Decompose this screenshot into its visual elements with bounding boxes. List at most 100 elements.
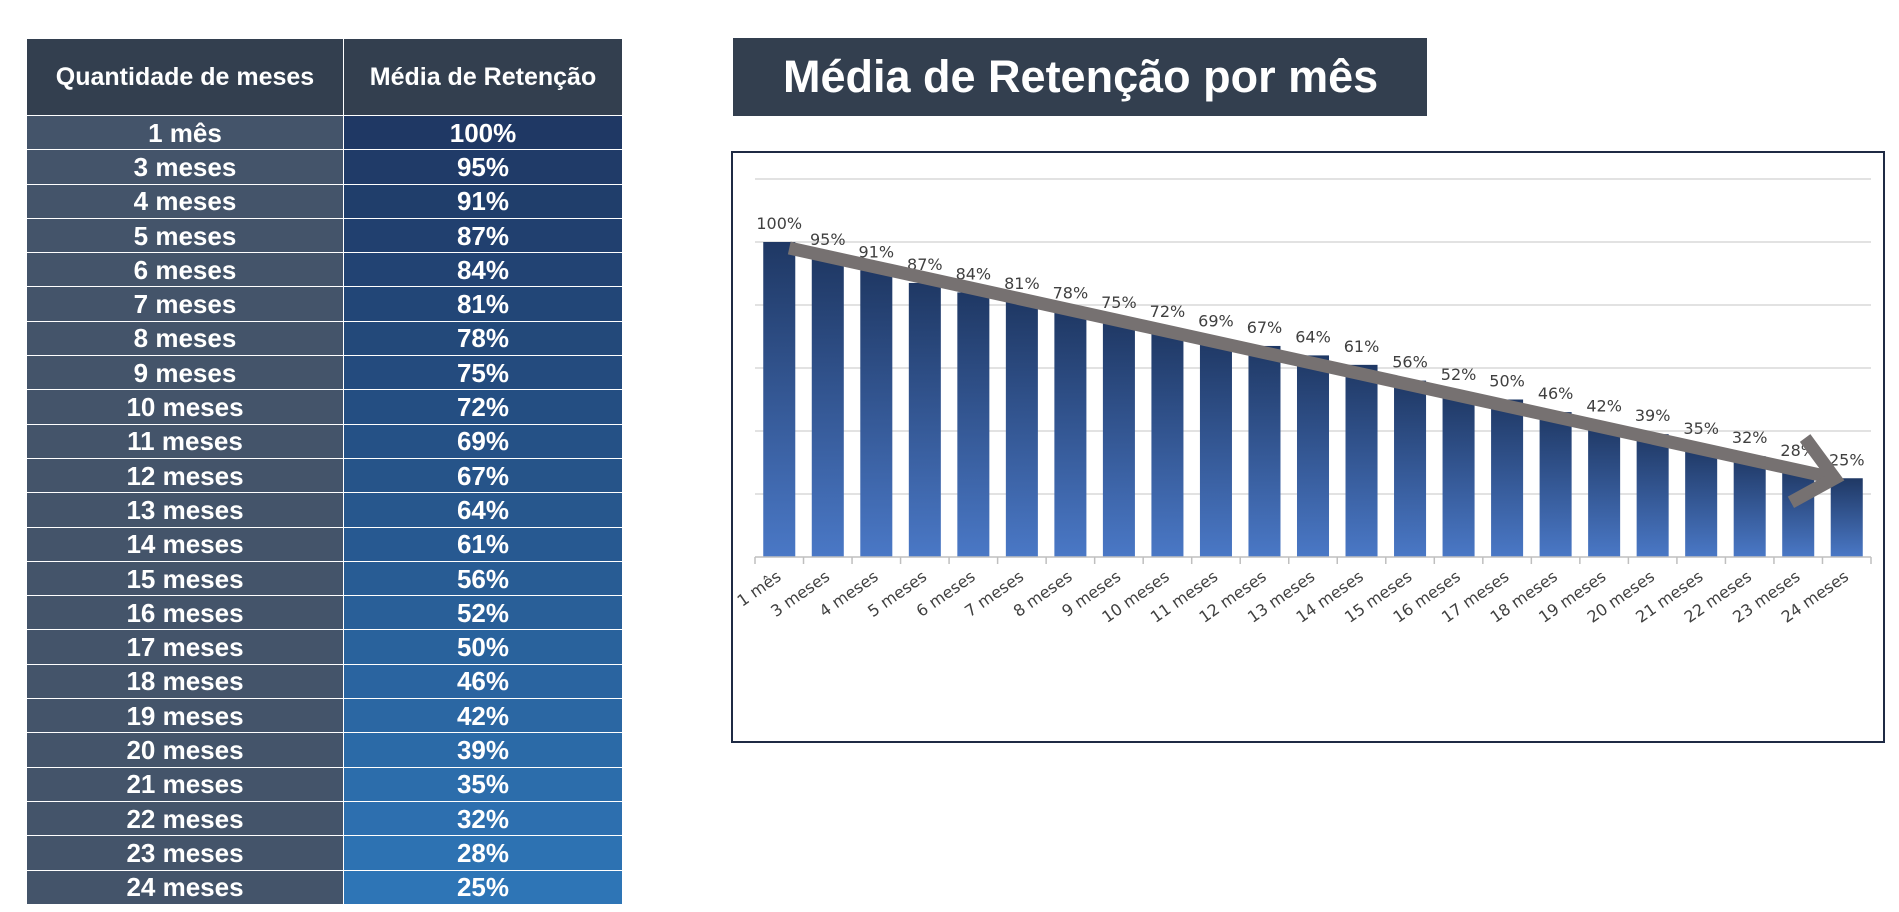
retention-cell: 75% bbox=[343, 355, 623, 391]
table-row: 21 meses 35% bbox=[26, 766, 623, 802]
retention-cell: 69% bbox=[343, 423, 623, 459]
data-label: 67% bbox=[1247, 318, 1283, 337]
data-label: 50% bbox=[1489, 372, 1525, 391]
retention-cell: 78% bbox=[343, 320, 623, 357]
table-body: 1 mês 100% 3 meses 95% 4 meses 91% 5 meses 87% 6… bbox=[26, 114, 623, 905]
data-label: 81% bbox=[1004, 274, 1040, 293]
table-row: 23 meses 28% bbox=[26, 835, 623, 871]
retention-cell: 61% bbox=[343, 526, 623, 562]
bars bbox=[763, 242, 1863, 557]
bar bbox=[1248, 345, 1281, 557]
bar bbox=[1345, 364, 1378, 557]
bar bbox=[763, 242, 796, 557]
retention-cell: 100% bbox=[343, 114, 623, 151]
data-label: 35% bbox=[1683, 419, 1719, 438]
month-cell: 11 meses bbox=[26, 423, 344, 459]
bar bbox=[1733, 456, 1766, 557]
data-label: 84% bbox=[956, 264, 992, 283]
bar bbox=[1442, 393, 1475, 557]
month-cell: 16 meses bbox=[26, 595, 344, 631]
data-label: 72% bbox=[1150, 302, 1186, 321]
month-cell: 10 meses bbox=[26, 389, 344, 425]
chart-frame: 100% 95% 91% 87% 84% 81% 78% 75% 72% 69% 67% 64% 61%… bbox=[731, 151, 1885, 743]
bar bbox=[1296, 355, 1330, 557]
data-label: 75% bbox=[1101, 293, 1137, 312]
bar bbox=[1199, 339, 1232, 557]
header-months: Quantidade de meses bbox=[26, 38, 344, 116]
data-label: 52% bbox=[1441, 365, 1477, 384]
retention-cell: 84% bbox=[343, 252, 623, 288]
data-label: 87% bbox=[907, 255, 943, 274]
bar bbox=[811, 257, 844, 557]
bar bbox=[1636, 434, 1669, 557]
table-row: 3 meses 95% bbox=[26, 149, 623, 185]
table-row: 19 meses 42% bbox=[26, 698, 623, 734]
bar bbox=[957, 292, 990, 557]
table-row: 11 meses 69% bbox=[26, 423, 623, 459]
month-cell: 15 meses bbox=[26, 560, 344, 597]
month-cell: 8 meses bbox=[26, 320, 344, 357]
data-label: 78% bbox=[1053, 283, 1089, 302]
table-header-row: Quantidade de meses Média de Retenção bbox=[26, 38, 623, 116]
data-label: 95% bbox=[810, 230, 846, 249]
data-labels: 100% 95% 91% 87% 84% 81% 78% 75% 72% 69% 67% 64% 61%… bbox=[756, 214, 1864, 469]
retention-cell: 25% bbox=[343, 869, 623, 905]
bar bbox=[1782, 468, 1815, 557]
data-label: 91% bbox=[859, 242, 895, 261]
trend-arrow-head bbox=[1787, 434, 1845, 509]
retention-cell: 42% bbox=[343, 698, 623, 734]
month-cell: 1 mês bbox=[26, 114, 344, 151]
month-cell: 22 meses bbox=[26, 800, 344, 837]
month-cell: 13 meses bbox=[26, 492, 344, 528]
table-row: 5 meses 87% bbox=[26, 217, 623, 254]
data-label: 46% bbox=[1538, 384, 1574, 403]
bar bbox=[1054, 311, 1087, 557]
month-cell: 7 meses bbox=[26, 286, 344, 322]
table-row: 13 meses 64% bbox=[26, 492, 623, 528]
table-row: 9 meses 75% bbox=[26, 355, 623, 391]
table-row: 1 mês 100% bbox=[26, 114, 623, 151]
table-row: 6 meses 84% bbox=[26, 252, 623, 288]
x-axis bbox=[754, 556, 1872, 564]
table-row: 16 meses 52% bbox=[26, 595, 623, 631]
retention-cell: 72% bbox=[343, 389, 623, 425]
retention-cell: 64% bbox=[343, 492, 623, 528]
month-cell: 14 meses bbox=[26, 526, 344, 562]
retention-cell: 81% bbox=[343, 286, 623, 322]
data-label: 32% bbox=[1732, 428, 1768, 447]
header-retention: Média de Retenção bbox=[343, 38, 623, 116]
table-row: 17 meses 50% bbox=[26, 629, 623, 665]
table-row: 18 meses 46% bbox=[26, 663, 623, 700]
month-cell: 19 meses bbox=[26, 698, 344, 734]
month-cell: 24 meses bbox=[26, 869, 344, 905]
table-row: 14 meses 61% bbox=[26, 526, 623, 562]
table-row: 12 meses 67% bbox=[26, 457, 623, 494]
bar bbox=[1491, 399, 1524, 557]
bar bbox=[1394, 380, 1427, 557]
bar bbox=[908, 282, 941, 557]
retention-cell: 95% bbox=[343, 149, 623, 185]
bar bbox=[1588, 424, 1621, 557]
month-cell: 4 meses bbox=[26, 183, 344, 219]
table-row: 4 meses 91% bbox=[26, 183, 623, 219]
retention-cell: 39% bbox=[343, 732, 623, 768]
retention-cell: 32% bbox=[343, 800, 623, 837]
retention-bar-chart: 100% 95% 91% 87% 84% 81% 78% 75% 72% 69% 67% 64% 61%… bbox=[733, 178, 1872, 627]
month-cell: 23 meses bbox=[26, 835, 344, 871]
data-label: 42% bbox=[1586, 397, 1622, 416]
table-row: 20 meses 39% bbox=[26, 732, 623, 768]
month-cell: 3 meses bbox=[26, 149, 344, 185]
data-label: 69% bbox=[1198, 312, 1234, 331]
table-row: 10 meses 72% bbox=[26, 389, 623, 425]
retention-cell: 35% bbox=[343, 766, 623, 802]
retention-cell: 46% bbox=[343, 663, 623, 700]
month-cell: 17 meses bbox=[26, 629, 344, 665]
table-row: 15 meses 56% bbox=[26, 560, 623, 597]
retention-cell: 91% bbox=[343, 183, 623, 219]
bar bbox=[1005, 301, 1038, 557]
retention-table: Quantidade de meses Média de Retenção 1 … bbox=[26, 38, 623, 905]
bar bbox=[860, 270, 893, 557]
month-cell: 9 meses bbox=[26, 355, 344, 391]
month-cell: 12 meses bbox=[26, 457, 344, 494]
